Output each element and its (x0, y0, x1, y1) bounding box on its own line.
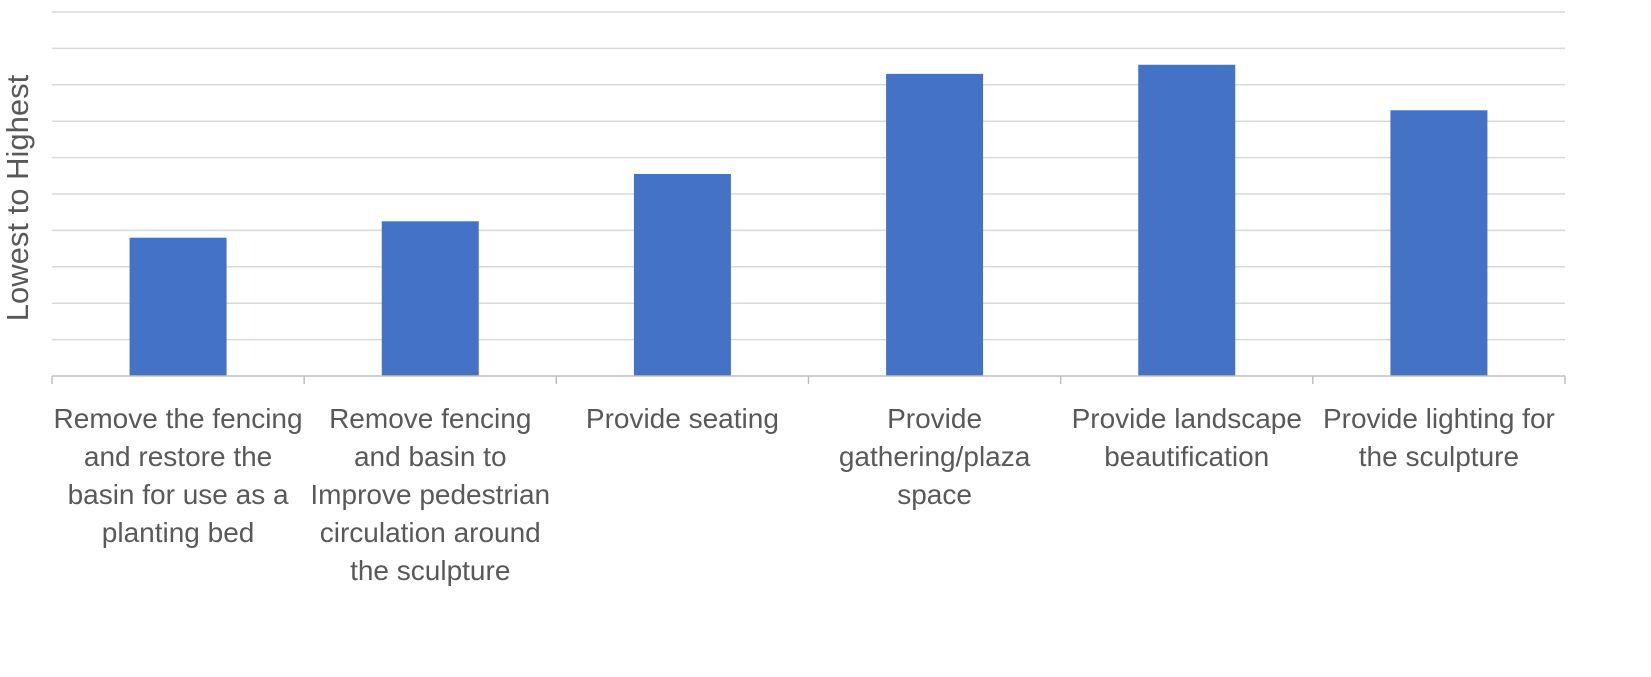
x-tick-label: Provide seating (585, 403, 779, 434)
x-axis (51, 375, 1566, 384)
bar (633, 173, 731, 376)
bar (1390, 110, 1488, 376)
y-axis-label-text: Lowest to Highest (0, 74, 36, 321)
bar (381, 221, 479, 376)
x-tick-label: Provide gathering/plaza space (838, 403, 1031, 510)
bar (886, 73, 984, 376)
gridlines (52, 11, 1565, 341)
bar (129, 237, 227, 376)
x-tick-label: Remove the fencing and restore the basin… (53, 403, 303, 548)
bars (129, 64, 1488, 376)
x-tick-label: Remove fencing and basin to Improve pede… (310, 403, 551, 586)
bar (1138, 64, 1236, 376)
x-tick-label: Provide landscape beautification (1071, 403, 1302, 472)
y-axis-label: Lowest to Highest (0, 0, 36, 395)
x-tick-label: Provide lighting for the sculpture (1322, 403, 1555, 472)
